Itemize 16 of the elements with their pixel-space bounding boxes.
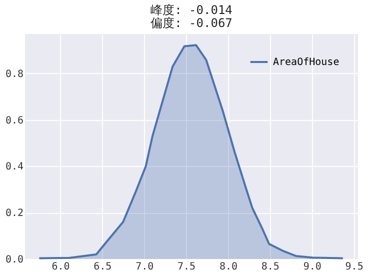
y-tick-label: 0.0 [5, 254, 24, 266]
x-tick-label: 6.0 [52, 262, 70, 272]
x-tick-label: 6.5 [94, 262, 112, 272]
x-tick-label: 9.0 [303, 262, 322, 272]
x-tick-label: 9.5 [345, 262, 364, 272]
x-tick-label: 8.0 [219, 262, 238, 272]
legend-label: AreaOfHouse [273, 57, 340, 68]
y-tick-label: 0.4 [5, 162, 24, 173]
y-tick-label: 0.8 [5, 68, 24, 80]
chart-subtitle: 偏度: -0.067 [150, 16, 232, 30]
x-tick-label: 8.5 [261, 262, 280, 272]
x-tick-label: 7.0 [136, 262, 154, 272]
chart-title: 峰度: -0.014 [150, 3, 232, 17]
y-tick-label: 0.6 [5, 115, 24, 126]
y-tick-label: 0.2 [5, 208, 24, 220]
x-tick-label: 7.5 [178, 262, 196, 272]
